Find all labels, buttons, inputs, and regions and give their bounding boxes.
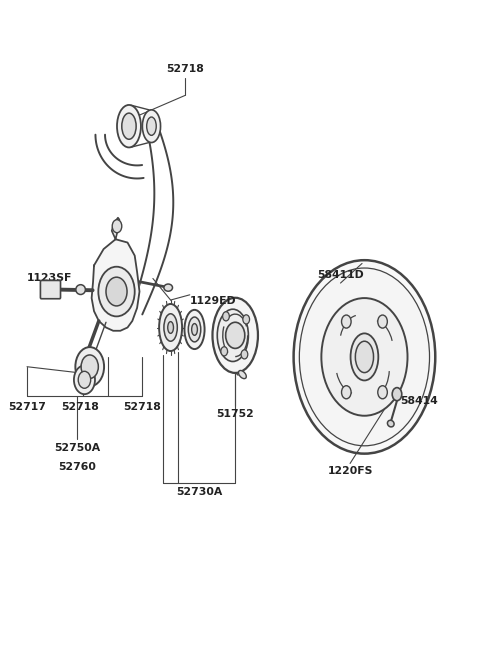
- Ellipse shape: [239, 371, 246, 379]
- Ellipse shape: [355, 341, 373, 373]
- Text: 52718: 52718: [123, 402, 161, 412]
- Text: 52730A: 52730A: [176, 487, 222, 497]
- Ellipse shape: [76, 285, 85, 295]
- FancyBboxPatch shape: [40, 280, 60, 299]
- Circle shape: [112, 219, 122, 233]
- Ellipse shape: [184, 310, 204, 349]
- Circle shape: [98, 267, 135, 316]
- Ellipse shape: [164, 284, 172, 291]
- Circle shape: [300, 268, 430, 446]
- Ellipse shape: [122, 113, 136, 140]
- Circle shape: [75, 347, 104, 386]
- Text: 52717: 52717: [8, 402, 46, 412]
- Circle shape: [322, 298, 408, 416]
- Ellipse shape: [350, 333, 378, 381]
- Circle shape: [78, 371, 91, 388]
- Circle shape: [223, 312, 229, 321]
- Ellipse shape: [213, 298, 258, 373]
- Text: 52750A: 52750A: [54, 443, 100, 453]
- Polygon shape: [92, 239, 140, 331]
- Circle shape: [226, 322, 245, 348]
- Text: 58414: 58414: [400, 396, 438, 405]
- Circle shape: [342, 386, 351, 399]
- Ellipse shape: [143, 110, 160, 143]
- Circle shape: [378, 315, 387, 328]
- Ellipse shape: [387, 421, 394, 427]
- Text: 1123SF: 1123SF: [27, 274, 72, 284]
- Ellipse shape: [217, 309, 248, 362]
- Polygon shape: [112, 217, 120, 239]
- Text: 58411D: 58411D: [317, 271, 364, 280]
- Circle shape: [294, 260, 435, 454]
- Circle shape: [342, 315, 351, 328]
- Text: 52718: 52718: [61, 402, 98, 412]
- Ellipse shape: [168, 322, 173, 333]
- Text: 1129ED: 1129ED: [190, 296, 236, 307]
- Ellipse shape: [188, 317, 201, 342]
- Ellipse shape: [159, 304, 182, 351]
- Circle shape: [378, 386, 387, 399]
- Ellipse shape: [147, 117, 156, 136]
- Text: 52718: 52718: [166, 64, 204, 74]
- Circle shape: [243, 315, 250, 324]
- Text: 1220FS: 1220FS: [327, 466, 373, 476]
- Text: 52760: 52760: [59, 462, 96, 472]
- Circle shape: [81, 355, 98, 379]
- Text: 51752: 51752: [216, 409, 254, 419]
- Ellipse shape: [164, 314, 177, 341]
- Ellipse shape: [192, 324, 197, 335]
- Circle shape: [392, 388, 402, 401]
- Ellipse shape: [117, 105, 141, 147]
- Circle shape: [106, 277, 127, 306]
- Circle shape: [241, 350, 248, 359]
- Circle shape: [74, 365, 95, 394]
- Circle shape: [221, 346, 228, 356]
